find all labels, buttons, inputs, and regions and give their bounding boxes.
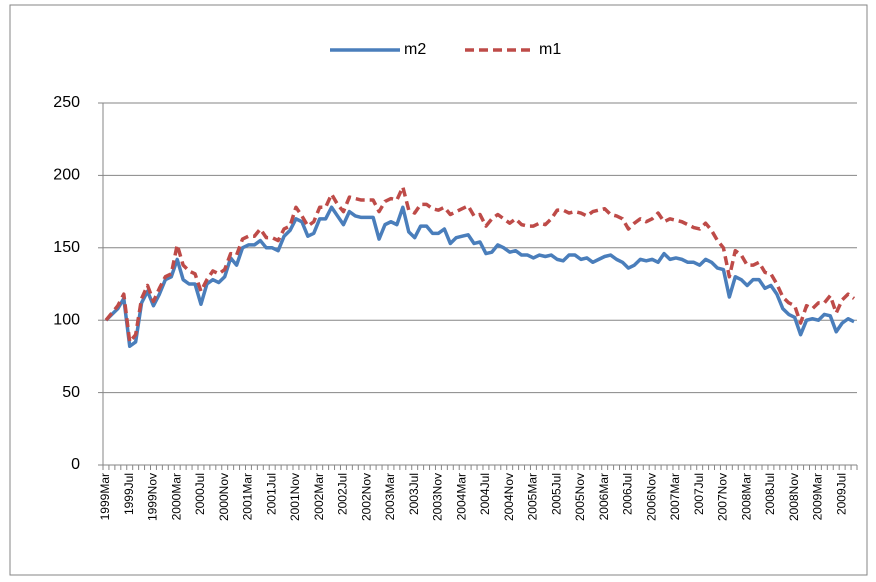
y-tick-label: 150 — [53, 239, 80, 256]
x-tick-label: 2004Mar — [454, 473, 468, 520]
x-tick-label: 2002Nov — [359, 473, 373, 521]
x-tick-label: 2003Mar — [383, 473, 397, 520]
x-tick-label: 2008Jul — [763, 473, 777, 515]
series-line — [104, 185, 856, 344]
chart-frame — [9, 4, 868, 576]
x-tick-label: 2000Nov — [217, 473, 231, 521]
x-tick-label: 2001Mar — [241, 473, 255, 520]
x-tick-label: 2007Nov — [716, 473, 730, 521]
x-tick-label: 2000Mar — [169, 473, 183, 520]
x-tick-label: 1999Mar — [98, 473, 112, 520]
x-tick-label: 2003Jul — [407, 473, 421, 515]
x-tick-label: 2005Jul — [549, 473, 563, 515]
x-tick-label: 2002Jul — [336, 473, 350, 515]
x-tick-label: 2001Nov — [288, 473, 302, 521]
x-tick-label: 2004Jul — [478, 473, 492, 515]
y-tick-label: 200 — [53, 167, 80, 184]
legend-label: m1 — [539, 41, 561, 58]
x-tick-label: 2002Mar — [312, 473, 326, 520]
x-tick-label: 2005Mar — [526, 473, 540, 520]
y-tick-label: 0 — [71, 456, 80, 473]
x-tick-label: 2001Jul — [264, 473, 278, 515]
x-tick-label: 1999Jul — [122, 473, 136, 515]
x-tick-label: 2009Mar — [811, 473, 825, 520]
legend-label: m2 — [404, 41, 426, 58]
x-tick-label: 2009Jul — [834, 473, 848, 515]
x-tick-label: 2000Jul — [193, 473, 207, 515]
x-tick-label: 2006Mar — [597, 473, 611, 520]
y-tick-label: 250 — [53, 94, 80, 111]
x-tick-label: 2007Mar — [668, 473, 682, 520]
x-tick-label: 1999Nov — [146, 473, 160, 521]
x-tick-label: 2006Nov — [644, 473, 658, 521]
y-tick-label: 100 — [53, 311, 80, 328]
y-tick-label: 50 — [62, 384, 80, 401]
x-tick-label: 2006Jul — [621, 473, 635, 515]
x-tick-label: 2008Mar — [739, 473, 753, 520]
x-tick-label: 2007Jul — [692, 473, 706, 515]
x-tick-label: 2008Nov — [787, 473, 801, 521]
x-tick-label: 2005Nov — [573, 473, 587, 521]
x-tick-label: 2004Nov — [502, 473, 516, 521]
x-tick-label: 2003Nov — [431, 473, 445, 521]
